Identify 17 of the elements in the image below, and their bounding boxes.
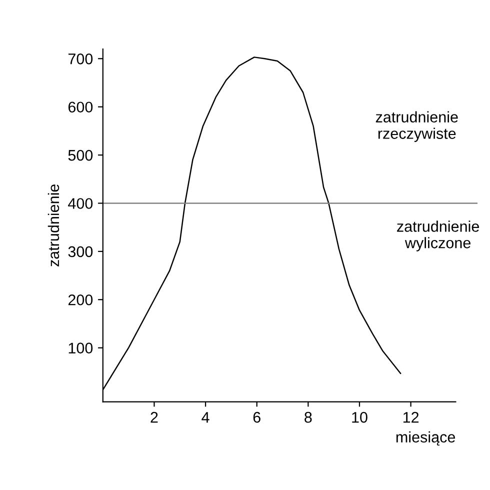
x-tick-label: 6 — [253, 412, 260, 423]
y-tick-label: 400 — [68, 198, 93, 209]
y-tick-label: 300 — [68, 246, 93, 258]
x-tick-label: 8 — [304, 412, 312, 423]
y-axis-title: zatrudnienie — [48, 184, 60, 266]
x-tick-label: 10 — [352, 412, 368, 423]
x-tick-label: 12 — [403, 412, 419, 423]
x-tick-label: 2 — [150, 412, 158, 423]
y-tick-label: 500 — [68, 150, 93, 161]
y-tick-label: 700 — [68, 54, 93, 64]
x-tick-label: 4 — [202, 412, 210, 423]
text: zatrudnienie rzeczywiste — [376, 111, 458, 142]
y-tick-label: 100 — [68, 342, 93, 354]
ref-line-label: zatrudnienie wyliczone — [397, 220, 480, 252]
y-tick-label: 200 — [68, 294, 93, 306]
y-tick-label: 600 — [68, 102, 93, 113]
x-axis-title: miesiące — [396, 431, 456, 446]
